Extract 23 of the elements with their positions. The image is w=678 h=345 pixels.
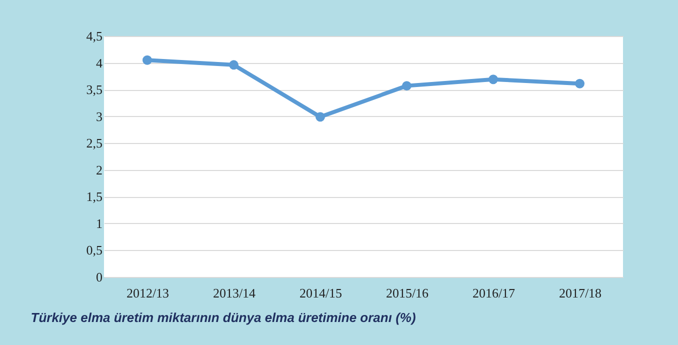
y-tick-label: 2,5	[86, 136, 102, 151]
y-tick-label: 3	[96, 108, 102, 124]
point	[488, 74, 498, 84]
y-tick-label: 3,5	[86, 82, 102, 98]
y-tick-label: 1,5	[86, 189, 102, 204]
text: Türkiye elma üretim miktarının dünya elma üretimine oranı (%)	[30, 310, 416, 325]
x-tick-label: 2017/18	[558, 286, 602, 300]
x-tick-label: 2012/13	[126, 286, 170, 300]
point	[142, 55, 152, 65]
point	[229, 60, 238, 70]
y-tick-label: 0,5	[86, 242, 102, 258]
y-tick-label: 4	[96, 55, 103, 70]
y-tick-label: 0	[96, 270, 102, 284]
x-tick-label: 2016/17	[472, 286, 516, 300]
x-tick-label: 2013/14	[212, 286, 256, 300]
x-tick-label: 2015/16	[386, 286, 430, 300]
point	[316, 112, 325, 122]
y-tick-label: 1	[96, 216, 102, 231]
x-tick-label: 2014/15	[299, 286, 342, 300]
point	[575, 78, 584, 88]
point	[402, 81, 412, 91]
y-tick-label: 2	[96, 162, 102, 178]
y-tick-label: 4,5	[86, 28, 102, 44]
